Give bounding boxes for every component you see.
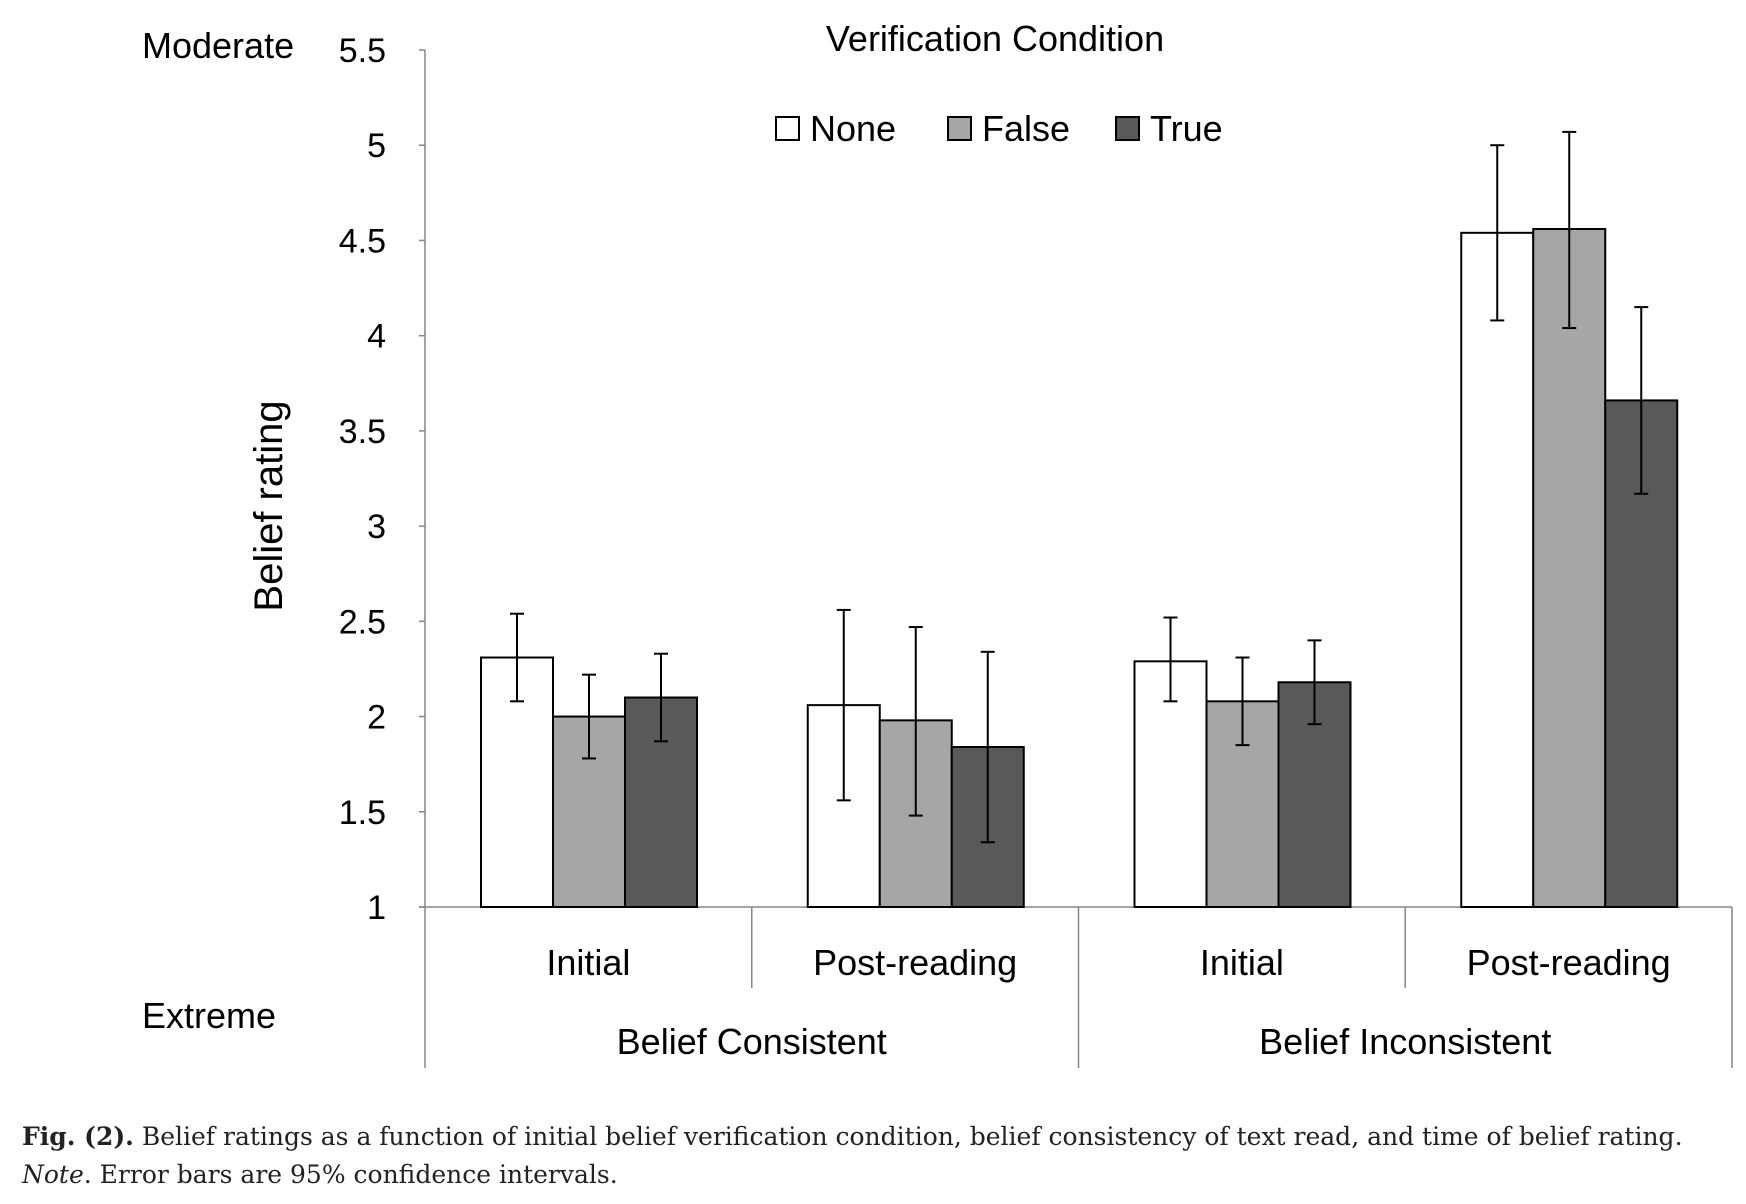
caption-text: Belief ratings as a function of initial …	[133, 1122, 1683, 1151]
y-tick-label: 4.5	[339, 222, 386, 260]
y-tick-label: 5	[367, 127, 386, 165]
category-label: Post-reading	[1467, 942, 1671, 983]
caption-label: Fig. (2).	[22, 1122, 134, 1151]
y-top-label: Moderate	[142, 25, 294, 66]
note-text: . Error bars are 95% confidence interval…	[83, 1160, 618, 1189]
group-label: Belief Inconsistent	[1259, 1021, 1551, 1062]
figure-caption: Fig. (2). Belief ratings as a function o…	[22, 1118, 1742, 1194]
group-label: Belief Consistent	[617, 1021, 887, 1062]
y-tick-label: 5.5	[339, 32, 386, 70]
legend-label: None	[810, 108, 896, 149]
y-axis-label: Belief rating	[247, 400, 291, 611]
bar-none	[1460, 231, 1535, 908]
legend-label: True	[1150, 108, 1223, 149]
y-tick-label: 1	[367, 889, 386, 927]
y-tick-label: 1.5	[339, 794, 386, 832]
legend-swatch-true	[1115, 116, 1140, 141]
bar-chart: Verification Condition Moderate Extreme …	[142, 18, 1733, 1068]
legend-swatch-false	[947, 116, 972, 141]
legend-label: False	[982, 108, 1070, 149]
y-bottom-label: Extreme	[142, 995, 276, 1036]
bar-none	[480, 656, 554, 908]
y-tick-label: 2	[367, 699, 386, 737]
y-tick-label: 2.5	[339, 603, 386, 641]
category-label: Post-reading	[813, 942, 1017, 983]
y-tick-label: 3.5	[339, 413, 386, 451]
bar-false	[1532, 228, 1607, 909]
y-tick-label: 4	[367, 318, 386, 356]
legend-swatch-none	[775, 116, 800, 141]
y-tick-label: 3	[367, 508, 386, 546]
chart-title: Verification Condition	[826, 18, 1164, 59]
category-label: Initial	[1200, 942, 1284, 983]
category-label: Initial	[546, 942, 630, 983]
note-label: Note	[22, 1160, 84, 1189]
